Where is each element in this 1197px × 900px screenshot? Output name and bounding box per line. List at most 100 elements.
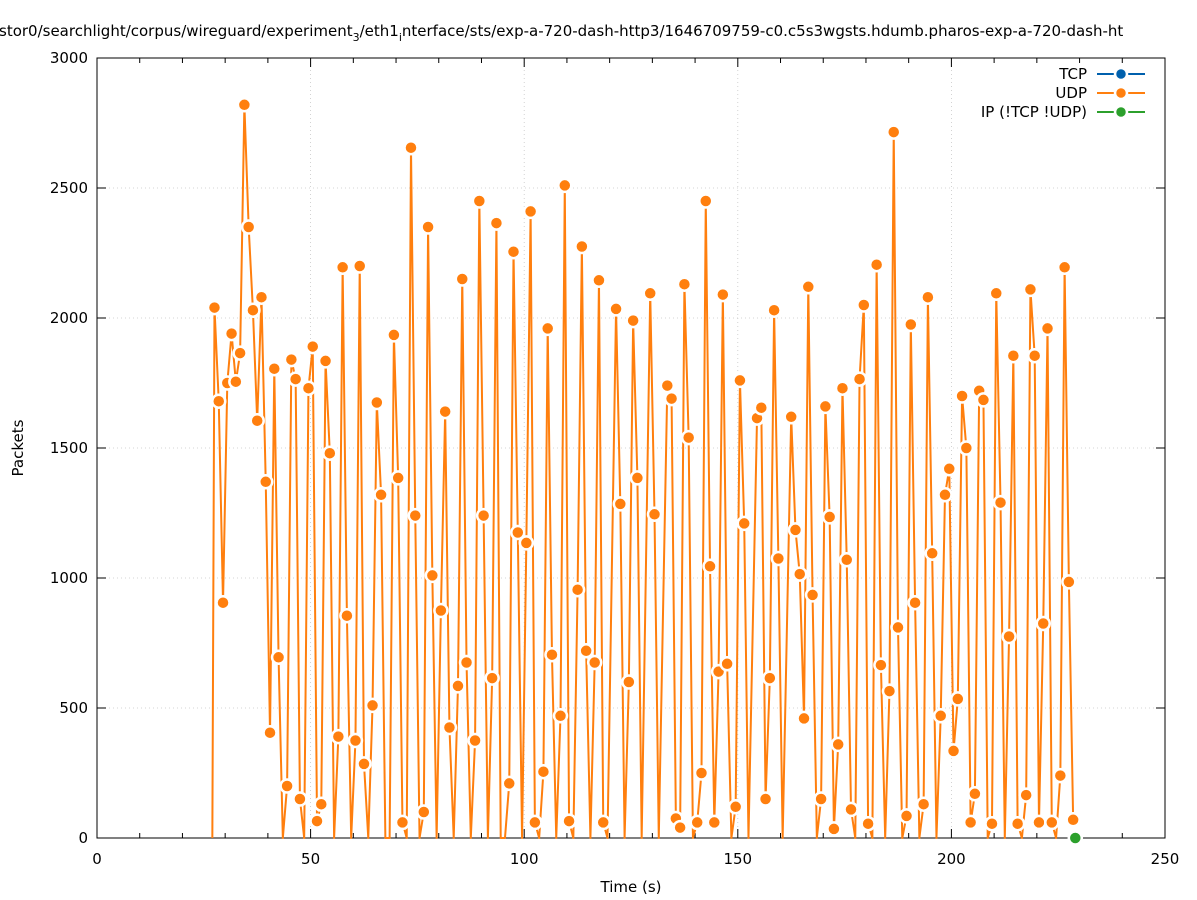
data-point [334,259,351,276]
data-point [253,289,270,305]
data-point [591,272,607,289]
data-point [813,791,829,807]
data-point [279,778,295,794]
data-point [890,619,906,636]
data-point [612,496,629,512]
y-tick-label: 2000 [50,309,88,327]
data-point [535,763,552,780]
data-point [351,258,368,274]
data-point [958,440,975,456]
y-tick-label: 0 [78,829,88,847]
data-point [475,507,492,524]
data-point [317,353,334,369]
data-point [467,732,483,749]
data-point [488,215,505,231]
data-point [736,515,752,532]
chart-title-subscript-1: 3 [353,31,360,44]
data-point [800,279,817,295]
data-point [454,271,471,287]
data-point [1052,767,1069,784]
data-point [988,285,1005,302]
data-point [416,804,432,820]
data-point [608,301,624,317]
data-point [287,371,304,387]
x-tick-label: 200 [937,850,966,868]
data-point [715,286,731,303]
data-point [967,786,983,802]
data-point [369,394,385,411]
data-point [856,297,872,313]
data-point [962,814,979,831]
series-layer [206,97,1084,846]
data-point [1039,320,1056,337]
data-point [527,814,543,831]
data-point [766,302,782,318]
data-point [834,380,851,396]
data-point [441,719,458,736]
data-point [843,801,859,818]
data-point [1067,830,1084,846]
data-point [249,412,265,429]
data-point [283,351,300,368]
data-point [206,299,223,316]
data-point [625,312,641,329]
y-tick-label: 2500 [50,179,88,197]
data-point [1022,281,1039,298]
data-point [1056,259,1073,276]
data-point [851,371,868,387]
chart-title-part-2: /eth1 [360,22,399,40]
data-point [629,470,646,486]
data-point [518,535,535,551]
data-point [1005,347,1022,364]
data-point [232,345,248,361]
data-point [501,775,517,792]
y-tick-label: 500 [59,699,88,717]
data-point [830,736,846,753]
data-point [223,325,240,342]
data-point [680,429,697,446]
data-point [873,657,889,673]
data-point [557,177,573,194]
data-point [347,732,364,749]
data-point [522,203,539,220]
data-point [885,124,902,140]
data-point [569,581,586,598]
data-point [505,243,522,260]
data-point [420,219,436,235]
legend-marker [1113,85,1129,101]
data-point [245,302,261,318]
data-point [364,697,381,714]
data-point [672,819,688,836]
data-point [732,372,748,389]
data-point [676,276,693,292]
x-axis-title: Time (s) [600,878,662,896]
data-point [458,654,475,671]
data-point [433,602,449,619]
data-point [437,403,453,420]
data-point [954,388,970,404]
chart-title: stor0/searchlight/corpus/wireguard/exper… [0,22,1123,44]
x-tick-label: 50 [301,850,320,868]
data-point [920,289,936,305]
data-point [706,814,723,831]
series-1 [206,97,1081,839]
data-point [390,470,406,486]
chart-title-subscript-2: i [399,31,402,44]
data-point [868,256,885,273]
data-point [266,360,283,377]
data-point [270,649,287,666]
data-point [770,550,787,567]
data-point [757,791,774,807]
data-point [924,545,940,562]
data-point [211,393,227,409]
legend-label: IP (!TCP !UDP) [981,103,1087,121]
data-point [753,399,770,416]
data-point [719,656,735,672]
data-point [689,814,705,831]
data-point [1001,628,1017,645]
data-point [471,193,488,209]
data-point [240,219,257,235]
series-line [211,103,1075,839]
